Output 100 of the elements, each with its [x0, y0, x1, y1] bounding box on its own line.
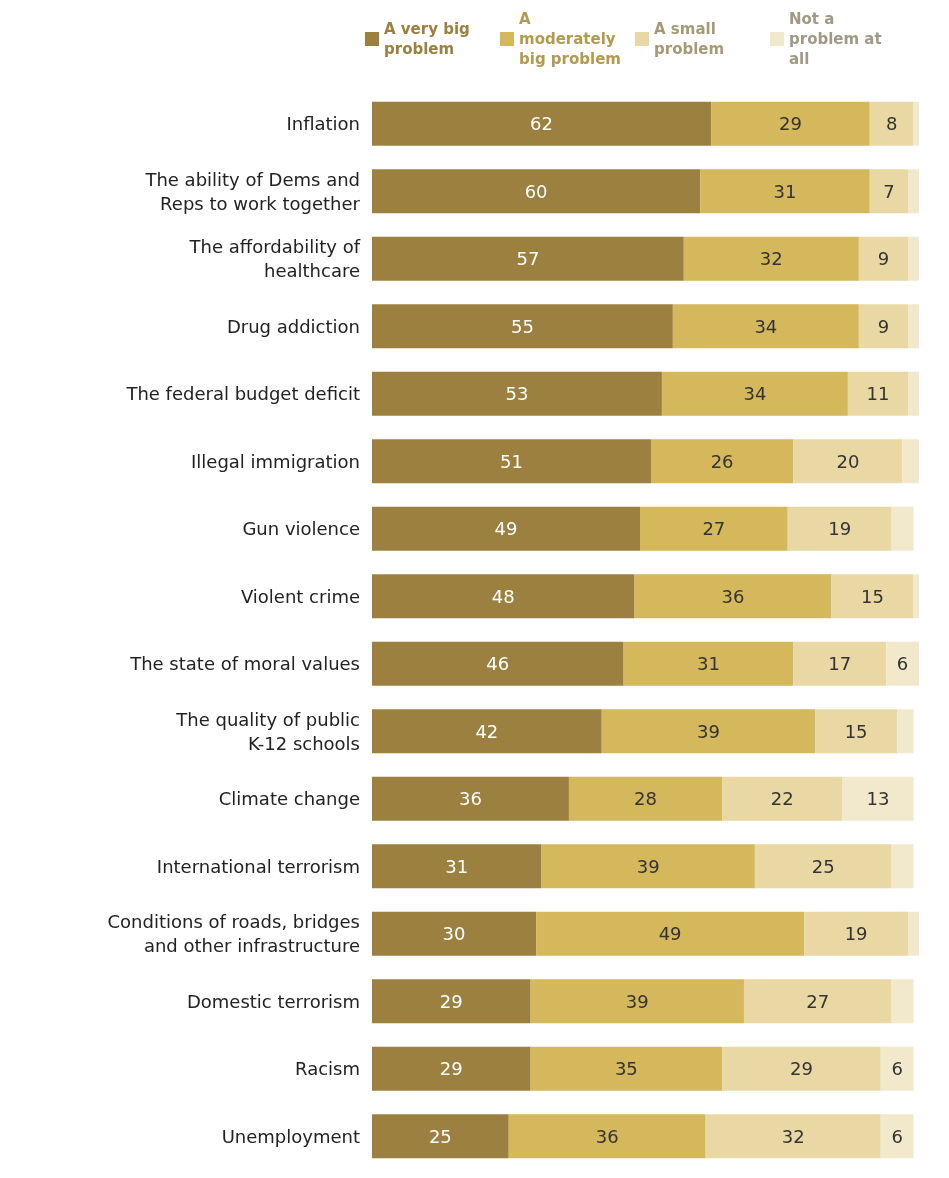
bar	[913, 101, 919, 146]
data-label: 36	[595, 1125, 619, 1147]
bar	[858, 304, 909, 349]
bar	[880, 1046, 914, 1091]
bar	[722, 1046, 881, 1091]
bar	[787, 506, 892, 551]
bar	[640, 506, 788, 551]
bar	[842, 776, 914, 821]
bar	[700, 169, 870, 214]
bar	[683, 236, 859, 281]
bar	[831, 574, 914, 619]
data-label: 51	[500, 450, 523, 472]
data-label: 39	[636, 855, 660, 877]
bar	[754, 844, 892, 889]
bar	[804, 911, 909, 956]
data-label: 31	[696, 653, 720, 675]
bar	[705, 1114, 881, 1159]
bar	[372, 439, 651, 484]
bar	[372, 169, 701, 214]
bar	[891, 844, 914, 889]
data-label: 31	[773, 180, 797, 202]
data-label: 17	[828, 653, 852, 675]
data-label: 20	[836, 450, 860, 472]
y-tick-label: The quality of public K-12 schools	[175, 708, 360, 754]
data-label: 6	[891, 1125, 903, 1147]
data-label: 49	[658, 923, 682, 945]
y-tick-label: Racism	[295, 1058, 360, 1080]
data-label: 29	[439, 1058, 463, 1080]
bar	[530, 1046, 723, 1091]
data-label: 29	[439, 990, 463, 1012]
y-tick-label: Violent crime	[240, 585, 360, 607]
bar	[897, 709, 914, 754]
y-tick-label: Inflation	[286, 113, 360, 135]
bar	[508, 1114, 706, 1159]
data-label: 31	[445, 855, 469, 877]
data-label: 32	[781, 1125, 805, 1147]
bar	[536, 911, 805, 956]
data-label: 25	[428, 1125, 452, 1147]
data-label: 42	[475, 720, 499, 742]
data-label: 22	[770, 788, 794, 810]
bar	[372, 101, 712, 146]
legend-label: A very big problem	[384, 20, 476, 58]
data-label: 30	[442, 923, 466, 945]
y-tick-label: The federal budget deficit	[125, 383, 360, 405]
data-label: 9	[877, 248, 890, 270]
bar	[913, 574, 919, 619]
data-label: 29	[779, 113, 802, 135]
data-label: 19	[844, 923, 868, 945]
data-label: 15	[844, 720, 868, 742]
bar	[815, 709, 898, 754]
data-label: 26	[710, 450, 734, 472]
data-label: 28	[634, 788, 657, 810]
bar	[722, 776, 843, 821]
bar	[372, 574, 635, 619]
data-label: 46	[486, 653, 510, 675]
bar	[908, 169, 919, 214]
bar	[908, 236, 919, 281]
data-label: 27	[806, 990, 830, 1012]
data-label: 34	[743, 383, 767, 405]
bar	[793, 439, 903, 484]
data-label: 6	[891, 1058, 903, 1080]
y-tick-label: Illegal immigration	[191, 450, 360, 472]
bar	[650, 439, 794, 484]
bar	[372, 506, 641, 551]
data-label: 55	[510, 315, 534, 337]
data-label: 34	[754, 315, 778, 337]
data-label: 36	[459, 788, 482, 810]
bar	[743, 979, 892, 1024]
bar	[880, 1114, 914, 1159]
y-tick-label: The ability of Dems and Reps to work together	[144, 168, 361, 214]
y-tick-label: International terrorism	[156, 855, 360, 877]
data-label: 53	[505, 383, 529, 405]
data-label: 8	[885, 113, 898, 135]
data-label: 6	[896, 653, 909, 675]
bar	[623, 641, 794, 686]
data-label: 9	[877, 315, 890, 337]
bar	[372, 709, 602, 754]
bar	[372, 371, 662, 416]
bar	[372, 236, 684, 281]
data-label: 36	[721, 585, 745, 607]
data-label: 35	[614, 1058, 638, 1080]
data-label: 13	[866, 788, 890, 810]
y-tick-label: Climate change	[218, 788, 360, 810]
bar	[372, 1114, 509, 1159]
data-label: 39	[696, 720, 720, 742]
bar	[672, 304, 859, 349]
data-label: 27	[702, 518, 726, 540]
bar	[908, 371, 919, 416]
data-label: 62	[530, 113, 554, 135]
legend-label: A moderately big problem	[519, 10, 621, 68]
y-tick-label: Unemployment	[221, 1125, 360, 1147]
data-label: 60	[524, 180, 548, 202]
bar	[372, 911, 537, 956]
data-label: 29	[789, 1058, 813, 1080]
bar	[869, 101, 914, 146]
y-tick-label: The affordability of healthcare	[188, 236, 361, 282]
y-tick-label: Drug addiction	[226, 315, 360, 337]
bar	[634, 574, 832, 619]
bar	[858, 236, 909, 281]
y-tick-label: Domestic terrorism	[186, 990, 360, 1012]
